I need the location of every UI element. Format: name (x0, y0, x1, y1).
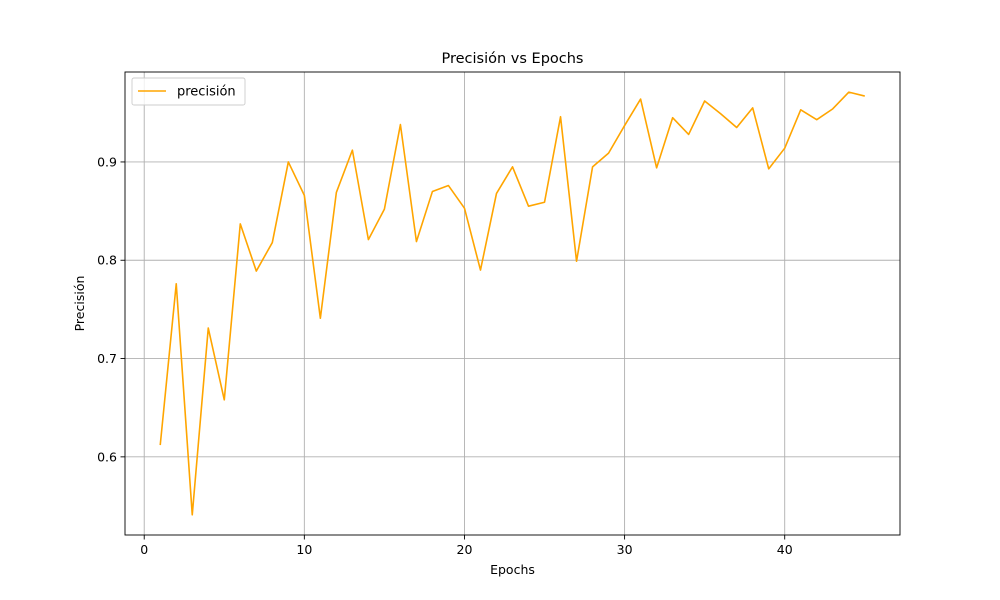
series-line-precision (159, 91, 865, 516)
legend-box (131, 77, 246, 106)
grid-lines (125, 72, 900, 535)
plot-frame (124, 71, 901, 536)
legend-label-precision: precisión (177, 85, 236, 100)
x-axis-label: Epochs (490, 562, 535, 577)
y-axis-label: Precisión (72, 276, 87, 332)
x-tick-label: 30 (617, 542, 633, 557)
y-tick-label: 0.7 (97, 351, 117, 366)
y-axis-ticks: 0.6 0.7 0.8 0.9 (97, 154, 125, 464)
y-tick-label: 0.8 (97, 253, 117, 268)
x-tick-label: 0 (140, 542, 148, 557)
x-tick-label: 20 (457, 542, 473, 557)
chart-title: Precisión vs Epochs (441, 51, 583, 67)
x-tick-label: 40 (777, 542, 793, 557)
legend: precisión (131, 77, 246, 106)
x-axis-ticks: 0 10 20 30 40 (140, 535, 793, 557)
x-tick-label: 10 (296, 542, 312, 557)
y-tick-label: 0.9 (97, 154, 117, 169)
y-tick-label: 0.6 (97, 449, 117, 464)
